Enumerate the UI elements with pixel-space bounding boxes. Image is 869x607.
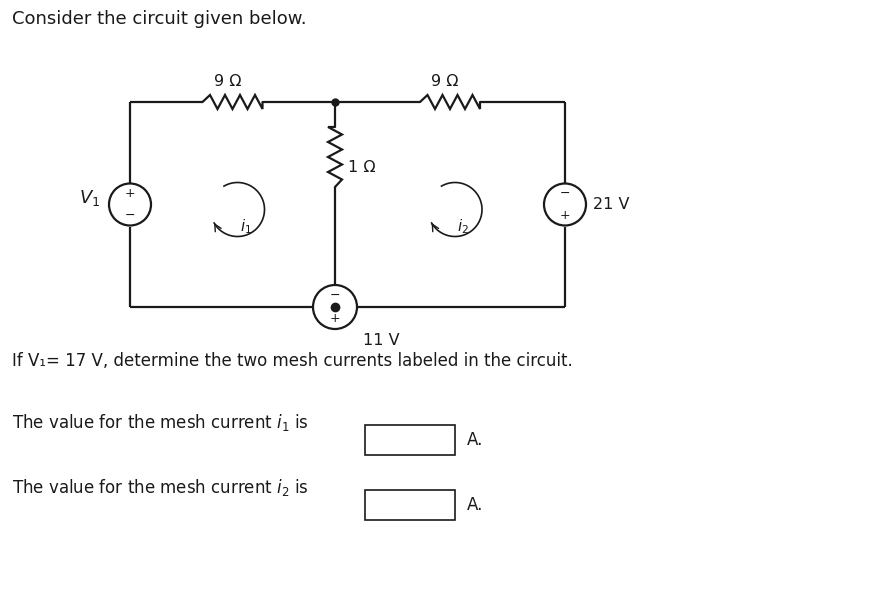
- Text: 1 Ω: 1 Ω: [348, 160, 375, 174]
- Text: 9 Ω: 9 Ω: [214, 74, 242, 89]
- Text: +: +: [560, 209, 570, 222]
- Text: A.: A.: [467, 496, 483, 514]
- Text: $i_1$: $i_1$: [240, 217, 251, 236]
- Bar: [365, 425, 455, 455]
- Text: A.: A.: [467, 431, 483, 449]
- Text: $V_1$: $V_1$: [79, 188, 100, 208]
- Text: −: −: [125, 209, 136, 222]
- Text: 21 V: 21 V: [593, 197, 629, 212]
- Text: +: +: [124, 187, 136, 200]
- Bar: [365, 490, 455, 520]
- Text: 9 Ω: 9 Ω: [431, 74, 459, 89]
- Text: The value for the mesh current $i_2$ is: The value for the mesh current $i_2$ is: [12, 477, 308, 498]
- Text: The value for the mesh current $i_1$ is: The value for the mesh current $i_1$ is: [12, 412, 308, 433]
- Text: −: −: [560, 187, 570, 200]
- Text: $i_2$: $i_2$: [457, 217, 469, 236]
- Text: 11 V: 11 V: [363, 333, 400, 348]
- Text: −: −: [329, 289, 341, 302]
- Text: Consider the circuit given below.: Consider the circuit given below.: [12, 10, 307, 28]
- Text: If V₁= 17 V, determine the two mesh currents labeled in the circuit.: If V₁= 17 V, determine the two mesh curr…: [12, 352, 573, 370]
- Text: +: +: [329, 312, 341, 325]
